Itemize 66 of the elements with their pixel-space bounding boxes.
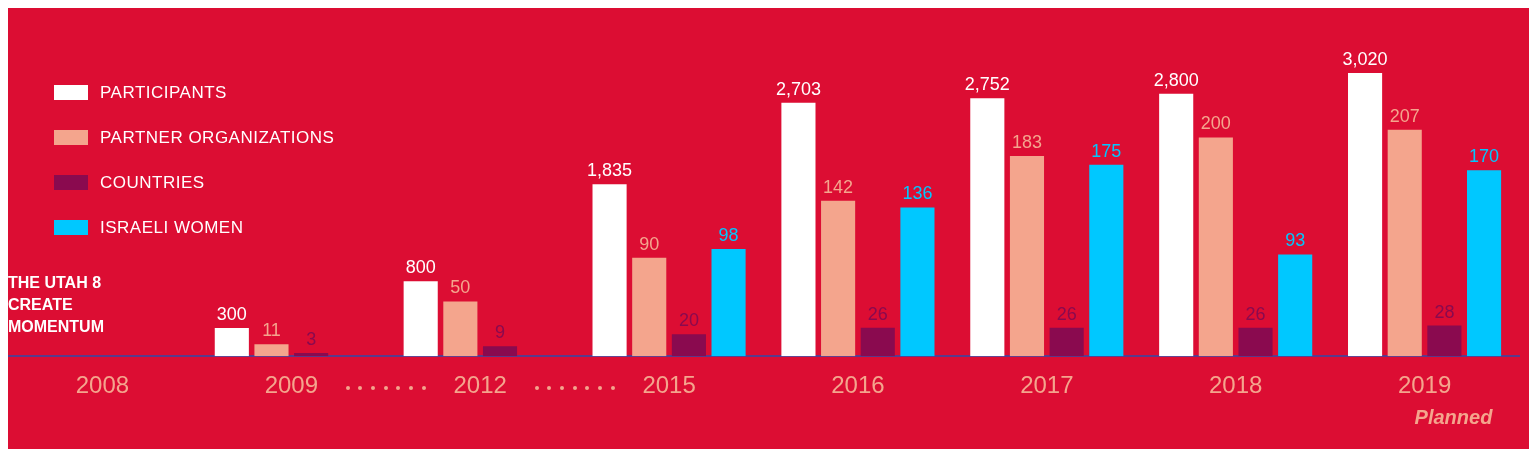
bar <box>860 327 895 357</box>
data-label: 800 <box>405 257 436 278</box>
x-tick-label: 2008 <box>75 371 130 399</box>
bar <box>781 102 816 357</box>
bar <box>821 200 856 357</box>
data-label: 11 <box>262 320 281 341</box>
bar <box>632 257 667 357</box>
data-label: 142 <box>823 176 854 197</box>
legend-label: COUNTRIES <box>100 172 205 193</box>
data-label: 20 <box>678 310 699 331</box>
bar <box>482 346 518 357</box>
data-label: 93 <box>1285 230 1306 251</box>
legend-label: PARTICIPANTS <box>100 82 227 103</box>
text: Planned <box>1414 406 1493 430</box>
data-label: 26 <box>1056 303 1077 324</box>
bar <box>592 184 627 357</box>
bar <box>403 281 438 357</box>
data-label: 9 <box>495 322 506 343</box>
bar <box>443 301 478 357</box>
bar <box>1427 325 1462 357</box>
data-label: 98 <box>718 224 739 245</box>
bar <box>1387 129 1422 357</box>
x-tick-label: 2012 <box>453 371 507 399</box>
data-label: 1,835 <box>587 160 633 181</box>
data-label: 2,752 <box>964 74 1010 95</box>
bar <box>1278 254 1313 357</box>
data-label: 90 <box>639 233 660 254</box>
data-label: 170 <box>1469 146 1500 167</box>
data-label: 2,800 <box>1153 69 1199 90</box>
bar <box>294 352 329 357</box>
bar <box>671 334 706 357</box>
data-label: 3 <box>306 328 317 349</box>
annotation: THE UTAH 8 CREATE MOMENTUM <box>8 273 105 338</box>
data-label: 3,020 <box>1342 48 1388 69</box>
bar <box>214 328 249 357</box>
data-label: 2,703 <box>775 78 821 99</box>
bar <box>1009 156 1045 357</box>
data-label: 175 <box>1091 140 1122 161</box>
bar <box>1198 137 1233 357</box>
legend-label: PARTNER ORGANIZATIONS <box>100 127 335 148</box>
data-label: 200 <box>1200 113 1231 134</box>
data-label: 28 <box>1434 301 1455 322</box>
bar <box>1049 327 1084 357</box>
data-label: 207 <box>1389 105 1420 126</box>
bar <box>1159 93 1194 357</box>
data-label: 26 <box>1245 303 1266 324</box>
bar <box>254 344 289 357</box>
x-tick-label: 2018 <box>1208 371 1263 399</box>
bar <box>1348 73 1383 357</box>
bar <box>711 248 746 357</box>
x-tick-label: 2015 <box>642 371 696 399</box>
bar <box>1089 164 1124 357</box>
data-label: 300 <box>216 304 247 325</box>
x-tick-label: 2017 <box>1020 371 1074 399</box>
bar <box>900 207 935 357</box>
data-label: 50 <box>450 277 471 298</box>
bar <box>970 98 1005 357</box>
data-label: 26 <box>867 303 888 324</box>
x-tick-label: 2009 <box>264 371 319 399</box>
bar <box>1467 170 1502 357</box>
data-label: 183 <box>1011 131 1042 152</box>
bar <box>1238 327 1273 357</box>
data-label: 136 <box>902 183 933 204</box>
x-tick-label: 2016 <box>831 371 885 399</box>
legend-label: ISRAELI WOMEN <box>100 217 244 238</box>
x-tick-label: 2019 <box>1397 371 1452 399</box>
